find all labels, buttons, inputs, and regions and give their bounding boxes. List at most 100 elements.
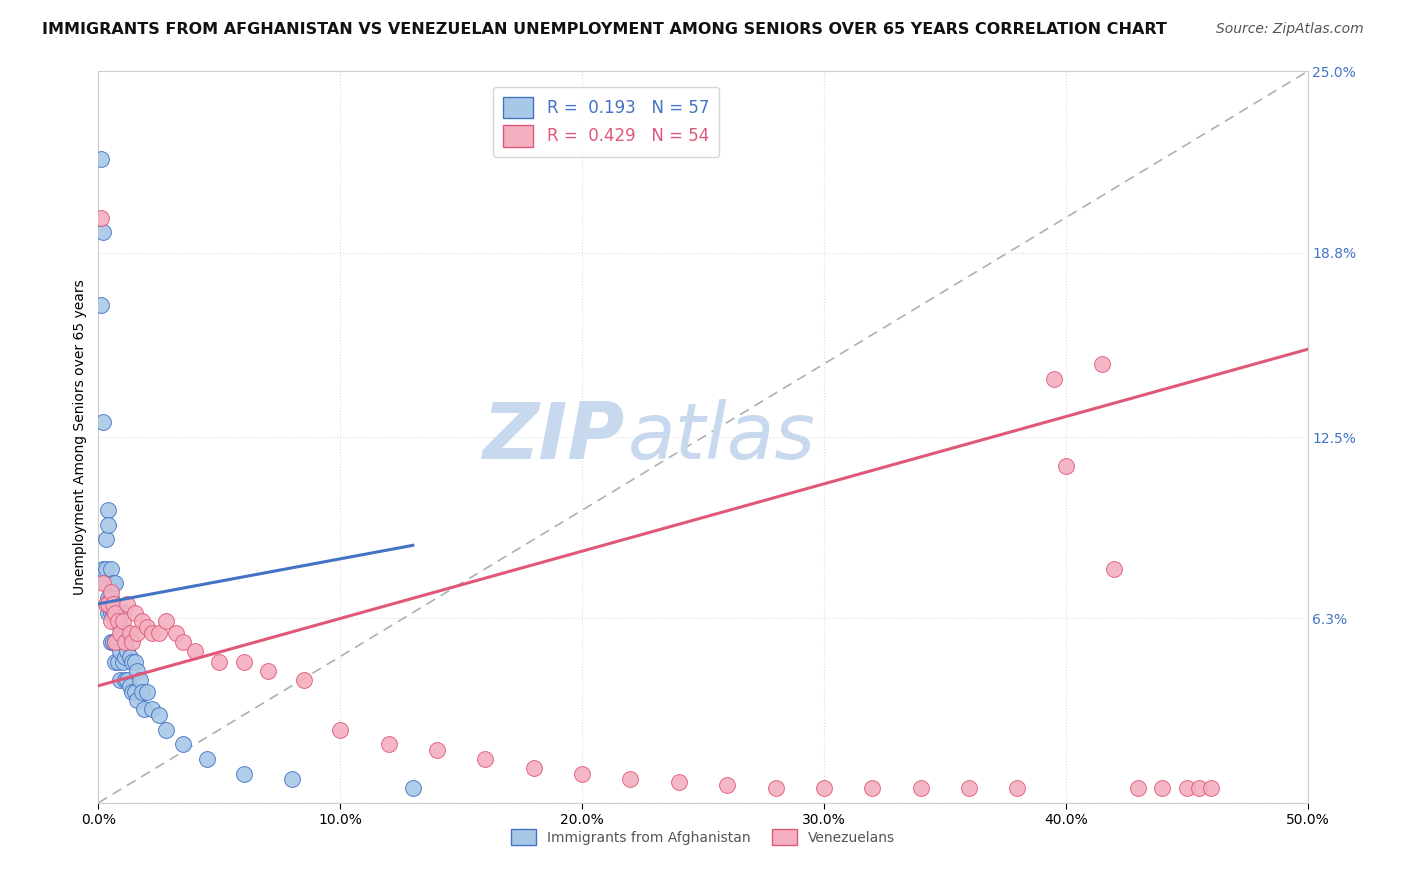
Point: [91, 562, 114, 576]
Point: [94, 533, 117, 547]
Point: [1007, 781, 1029, 796]
Point: [135, 684, 157, 698]
Point: [97, 591, 120, 605]
Point: [107, 606, 129, 620]
Point: [104, 606, 127, 620]
Point: [107, 615, 129, 629]
Point: [148, 708, 170, 723]
Point: [101, 597, 124, 611]
Point: [1091, 357, 1114, 371]
Point: [108, 620, 131, 634]
Point: [101, 576, 124, 591]
Point: [97, 517, 120, 532]
Point: [292, 673, 315, 687]
Point: [97, 597, 120, 611]
Point: [104, 635, 127, 649]
Point: [114, 635, 136, 649]
Point: [148, 626, 170, 640]
Point: [91, 576, 114, 591]
Point: [121, 635, 143, 649]
Point: [114, 673, 136, 687]
Text: Source: ZipAtlas.com: Source: ZipAtlas.com: [1216, 22, 1364, 37]
Point: [107, 635, 129, 649]
Point: [134, 702, 156, 716]
Point: [281, 772, 304, 787]
Point: [108, 626, 131, 640]
Point: [94, 576, 117, 591]
Point: [155, 615, 177, 629]
Y-axis label: Unemployment Among Seniors over 65 years: Unemployment Among Seniors over 65 years: [73, 279, 87, 595]
Point: [117, 673, 139, 687]
Point: [104, 635, 127, 649]
Point: [94, 562, 117, 576]
Point: [1102, 562, 1125, 576]
Point: [100, 562, 122, 576]
Point: [100, 606, 122, 620]
Point: [100, 635, 122, 649]
Point: [910, 781, 932, 796]
Point: [184, 643, 207, 657]
Point: [377, 737, 399, 751]
Point: [619, 772, 641, 787]
Point: [124, 606, 146, 620]
Point: [97, 606, 120, 620]
Point: [104, 576, 127, 591]
Point: [108, 673, 131, 687]
Point: [111, 615, 134, 629]
Point: [91, 416, 114, 430]
Point: [523, 761, 546, 775]
Point: [121, 656, 143, 670]
Point: [155, 723, 177, 737]
Point: [104, 656, 127, 670]
Point: [135, 620, 157, 634]
Point: [90, 211, 112, 225]
Point: [117, 597, 139, 611]
Point: [172, 635, 194, 649]
Point: [118, 679, 141, 693]
Point: [91, 225, 114, 239]
Point: [208, 656, 231, 670]
Point: [97, 503, 120, 517]
Point: [165, 626, 187, 640]
Point: [117, 643, 139, 657]
Point: [141, 626, 163, 640]
Point: [114, 649, 136, 664]
Point: [111, 606, 134, 620]
Point: [108, 643, 131, 657]
Point: [90, 298, 112, 312]
Point: [90, 152, 112, 166]
Point: [195, 752, 218, 766]
Point: [474, 752, 496, 766]
Point: [765, 781, 787, 796]
Point: [127, 693, 149, 707]
Text: atlas: atlas: [628, 399, 815, 475]
Point: [426, 743, 449, 757]
Point: [121, 684, 143, 698]
Point: [111, 626, 134, 640]
Point: [118, 649, 141, 664]
Text: IMMIGRANTS FROM AFGHANISTAN VS VENEZUELAN UNEMPLOYMENT AMONG SENIORS OVER 65 YEA: IMMIGRANTS FROM AFGHANISTAN VS VENEZUELA…: [42, 22, 1167, 37]
Point: [1188, 781, 1211, 796]
Point: [107, 656, 129, 670]
Point: [128, 673, 150, 687]
Point: [1054, 459, 1077, 474]
Point: [232, 766, 254, 780]
Point: [94, 597, 117, 611]
Point: [100, 615, 122, 629]
Text: ZIP: ZIP: [482, 399, 624, 475]
Point: [957, 781, 980, 796]
Point: [402, 781, 425, 796]
Point: [101, 606, 124, 620]
Point: [813, 781, 835, 796]
Point: [172, 737, 194, 751]
Point: [101, 635, 124, 649]
Point: [256, 664, 278, 678]
Point: [124, 684, 146, 698]
Point: [100, 585, 122, 599]
Point: [141, 702, 163, 716]
Point: [1175, 781, 1198, 796]
Point: [1152, 781, 1174, 796]
Point: [118, 626, 141, 640]
Point: [114, 626, 136, 640]
Point: [232, 656, 254, 670]
